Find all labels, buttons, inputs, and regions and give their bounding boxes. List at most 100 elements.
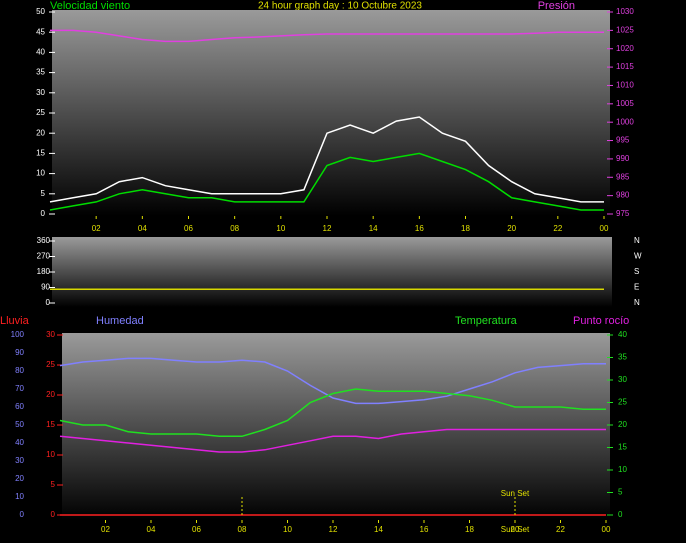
y-tick-label: 980	[616, 191, 630, 200]
x-tick-label: 20	[511, 525, 520, 534]
y-tick-label: 5	[41, 189, 46, 198]
x-tick-label: 22	[556, 525, 565, 534]
y-tick-label: 20	[15, 474, 24, 483]
x-tick-label: 08	[230, 224, 239, 233]
x-tick-label: 10	[283, 525, 292, 534]
series-line	[50, 29, 604, 43]
y-tick-label: 30	[46, 330, 55, 339]
legend-label: Humedad	[96, 315, 144, 327]
y-tick-label: W	[634, 252, 642, 261]
y-tick-label: E	[634, 283, 639, 292]
y-tick-label: 15	[618, 443, 627, 452]
x-tick-label: 00	[602, 525, 611, 534]
y-tick-label: 25	[46, 360, 55, 369]
x-tick-label: 18	[465, 525, 474, 534]
y-tick-label: 1030	[616, 7, 634, 16]
x-tick-label: 04	[138, 224, 147, 233]
y-tick-label: 10	[618, 465, 627, 474]
y-tick-label: 10	[46, 450, 55, 459]
y-tick-label: 90	[15, 348, 24, 357]
y-tick-label: 40	[36, 48, 45, 57]
y-tick-label: 30	[36, 88, 45, 97]
legend-label: Presión	[538, 0, 575, 12]
legend-label: Punto rocío	[573, 315, 629, 327]
y-tick-label: 15	[36, 149, 45, 158]
y-tick-label: S	[634, 267, 639, 276]
series-line	[59, 388, 606, 438]
y-tick-label: 30	[15, 456, 24, 465]
y-tick-label: 40	[618, 330, 627, 339]
x-tick-label: 14	[369, 224, 378, 233]
y-tick-label: 90	[41, 283, 50, 292]
y-tick-label: 50	[36, 7, 45, 16]
y-tick-label: 5	[51, 480, 56, 489]
x-tick-label: 18	[461, 224, 470, 233]
y-tick-label: 990	[616, 154, 630, 163]
y-tick-label: 25	[36, 108, 45, 117]
y-tick-label: 360	[37, 236, 51, 245]
y-tick-label: 70	[15, 384, 24, 393]
y-tick-label: 270	[37, 252, 51, 261]
y-tick-label: 10	[15, 492, 24, 501]
y-tick-label: 180	[37, 267, 51, 276]
y-tick-label: 1010	[616, 81, 634, 90]
x-tick-label: 16	[420, 525, 429, 534]
y-tick-label: 0	[46, 298, 51, 307]
chart-title: 24 hour graph day : 10 Octubre 2023	[258, 1, 422, 12]
series-line	[59, 428, 606, 453]
y-tick-label: 1025	[616, 25, 634, 34]
x-tick-label: 12	[329, 525, 338, 534]
y-tick-label: 30	[618, 375, 627, 384]
legend-label: Velocidad viento	[50, 0, 130, 12]
x-tick-label: 16	[415, 224, 424, 233]
y-tick-label: 100	[11, 330, 25, 339]
y-tick-label: 45	[36, 27, 45, 36]
series-line	[59, 357, 606, 405]
annotation: Sun Set	[501, 525, 530, 534]
y-tick-label: 1000	[616, 117, 634, 126]
y-tick-label: 0	[20, 510, 25, 519]
y-tick-label: 0	[51, 510, 56, 519]
y-tick-label: 5	[618, 488, 623, 497]
y-tick-label: 975	[616, 209, 630, 218]
legend-label: Temperatura	[455, 315, 518, 327]
y-tick-label: 15	[46, 420, 55, 429]
y-tick-label: 995	[616, 136, 630, 145]
x-tick-label: 06	[192, 525, 201, 534]
x-tick-label: 12	[323, 224, 332, 233]
y-tick-label: 10	[36, 169, 45, 178]
y-tick-label: 35	[618, 353, 627, 362]
y-tick-label: 20	[618, 420, 627, 429]
x-tick-label: 00	[600, 224, 609, 233]
y-tick-label: 0	[41, 209, 46, 218]
plot-area	[62, 333, 610, 520]
plot-area	[52, 237, 612, 307]
y-tick-label: 80	[15, 366, 24, 375]
x-tick-label: 02	[92, 224, 101, 233]
y-tick-label: 50	[15, 420, 24, 429]
annotation: Sun Set	[501, 489, 530, 498]
x-tick-label: 08	[238, 525, 247, 534]
y-tick-label: 35	[36, 68, 45, 77]
y-tick-label: 40	[15, 438, 24, 447]
y-tick-label: 20	[36, 128, 45, 137]
x-tick-label: 14	[374, 525, 383, 534]
y-tick-label: 1020	[616, 44, 634, 53]
y-tick-label: 20	[46, 390, 55, 399]
series-line	[49, 116, 604, 203]
y-tick-label: 1005	[616, 99, 634, 108]
y-tick-label: 985	[616, 172, 630, 181]
x-tick-label: 06	[184, 224, 193, 233]
x-tick-label: 22	[553, 224, 562, 233]
x-tick-label: 10	[276, 224, 285, 233]
y-tick-label: 60	[15, 402, 24, 411]
y-tick-label: N	[634, 298, 640, 307]
series-line	[49, 152, 604, 211]
y-tick-label: 25	[618, 398, 627, 407]
x-tick-label: 20	[507, 224, 516, 233]
legend-label: Lluvia	[0, 315, 30, 327]
y-tick-label: N	[634, 236, 640, 245]
y-tick-label: 1015	[616, 62, 634, 71]
